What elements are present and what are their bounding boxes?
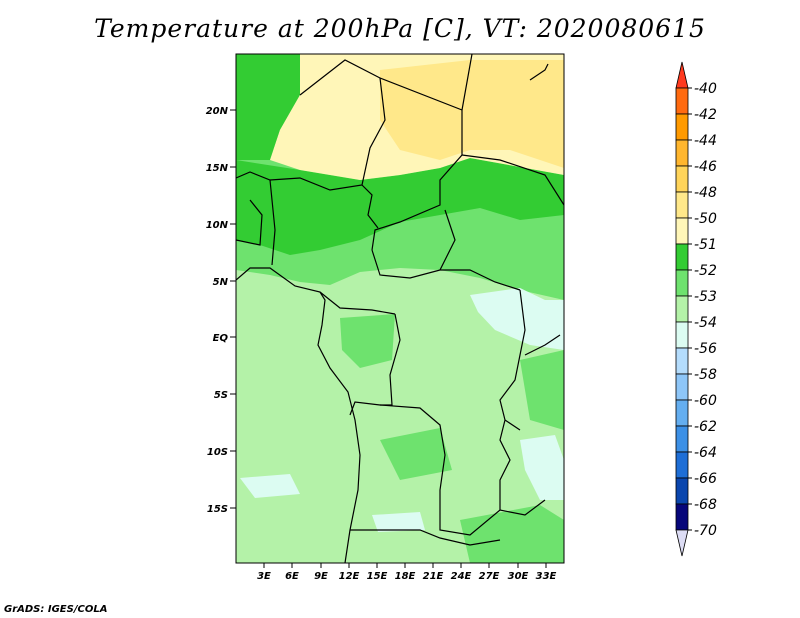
lat-label-eq: EQ xyxy=(213,333,229,344)
temperature-field xyxy=(236,54,564,563)
field-band-50 xyxy=(380,60,564,168)
lat-label-20n: 20N xyxy=(206,106,229,117)
colorbar-label: -50 xyxy=(694,211,717,227)
field-band-52-north xyxy=(236,54,300,160)
field-patch-54a xyxy=(470,288,564,350)
colorbar: -40 -42 -44 -46 -48 -50 -51 -52 -53 -54 -56 -58 -60 -… xyxy=(675,61,717,557)
colorbar-segment xyxy=(675,347,689,375)
colorbar-segment xyxy=(675,87,689,115)
map-title: Temperature at 200hPa [C], VT: 202008061… xyxy=(94,14,706,43)
colorbar-segment xyxy=(675,295,689,323)
lon-label-27e: 27E xyxy=(479,571,500,582)
colorbar-label: -66 xyxy=(694,471,717,487)
border-chad xyxy=(361,184,379,229)
field-patch-54b xyxy=(520,435,564,500)
colorbar-label: -56 xyxy=(694,341,717,357)
field-patch-53b xyxy=(380,428,452,480)
country-borders xyxy=(236,54,564,563)
lat-label-10s: 10S xyxy=(207,447,228,458)
lon-label-33e: 33E xyxy=(536,571,557,582)
colorbar-label: -52 xyxy=(694,263,717,279)
border-south xyxy=(350,529,501,546)
west-coastline xyxy=(236,267,361,563)
colorbar-label: -48 xyxy=(694,185,717,201)
border-great-lakes xyxy=(504,334,561,431)
colorbar-label: -62 xyxy=(694,419,717,435)
colorbar-label: -60 xyxy=(694,393,717,409)
field-patch-53d xyxy=(520,350,564,430)
lon-label-6e: 6E xyxy=(285,571,299,582)
colorbar-label: -58 xyxy=(694,367,717,383)
border-nile xyxy=(529,63,549,81)
grads-credit: GrADS: IGES/COLA xyxy=(4,604,108,615)
colorbar-segment xyxy=(675,139,689,167)
colorbar-label: -42 xyxy=(694,107,717,123)
field-patch-54c xyxy=(240,474,300,498)
colorbar-label: -46 xyxy=(694,159,717,175)
field-patch-54d xyxy=(372,512,425,532)
colorbar-segment xyxy=(675,529,689,557)
field-patch-53c xyxy=(460,505,564,563)
colorbar-segment xyxy=(675,61,689,89)
lon-label-12e: 12E xyxy=(339,571,360,582)
lon-label-24e: 24E xyxy=(451,571,472,582)
field-band-52 xyxy=(236,158,564,255)
colorbar-label: -70 xyxy=(694,523,717,539)
lat-axis: 20N 15N 10N 5N EQ 5S 10S 15S xyxy=(206,106,236,515)
lat-label-5n: 5N xyxy=(213,277,229,288)
lat-label-15s: 15S xyxy=(207,504,228,515)
colorbar-segment xyxy=(675,425,689,453)
colorbar-segment xyxy=(675,451,689,479)
border-west xyxy=(236,179,276,266)
lat-label-5s: 5S xyxy=(214,390,228,401)
colorbar-segment xyxy=(675,321,689,349)
colorbar-label: -54 xyxy=(694,315,717,331)
map-frame xyxy=(235,53,565,564)
colorbar-label: -51 xyxy=(694,237,717,253)
lon-axis: 3E 6E 9E 12E 15E 18E 21E 24E 27E 30E 33E xyxy=(257,563,557,582)
lon-label-21e: 21E xyxy=(423,571,444,582)
colorbar-segment xyxy=(675,399,689,427)
colorbar-segment xyxy=(675,165,689,193)
colorbar-label: -44 xyxy=(694,133,717,149)
border-east-a xyxy=(499,289,526,510)
colorbar-segment xyxy=(675,113,689,141)
colorbar-segment xyxy=(675,243,689,271)
colorbar-segment xyxy=(675,373,689,401)
colorbar-segment xyxy=(675,477,689,505)
colorbar-label: -68 xyxy=(694,497,717,513)
border-north-c xyxy=(461,54,564,206)
border-north-b xyxy=(371,77,463,251)
lon-label-18e: 18E xyxy=(395,571,416,582)
colorbar-segment xyxy=(675,217,689,245)
lat-label-10n: 10N xyxy=(206,220,229,231)
colorbar-label: -53 xyxy=(694,289,717,305)
colorbar-segment xyxy=(675,503,689,531)
lon-label-30e: 30E xyxy=(508,571,529,582)
border-central-c xyxy=(319,209,456,315)
colorbar-segment xyxy=(675,191,689,219)
colorbar-segment xyxy=(675,269,689,297)
colorbar-label: -64 xyxy=(694,445,717,461)
lon-label-15e: 15E xyxy=(367,571,388,582)
lon-label-3e: 3E xyxy=(257,571,271,582)
lon-label-9e: 9E xyxy=(314,571,328,582)
colorbar-label: -40 xyxy=(694,81,717,97)
lat-label-15n: 15N xyxy=(206,163,229,174)
border-central-b xyxy=(349,313,401,416)
field-patch-53a xyxy=(340,314,395,368)
border-east-b xyxy=(379,404,546,536)
